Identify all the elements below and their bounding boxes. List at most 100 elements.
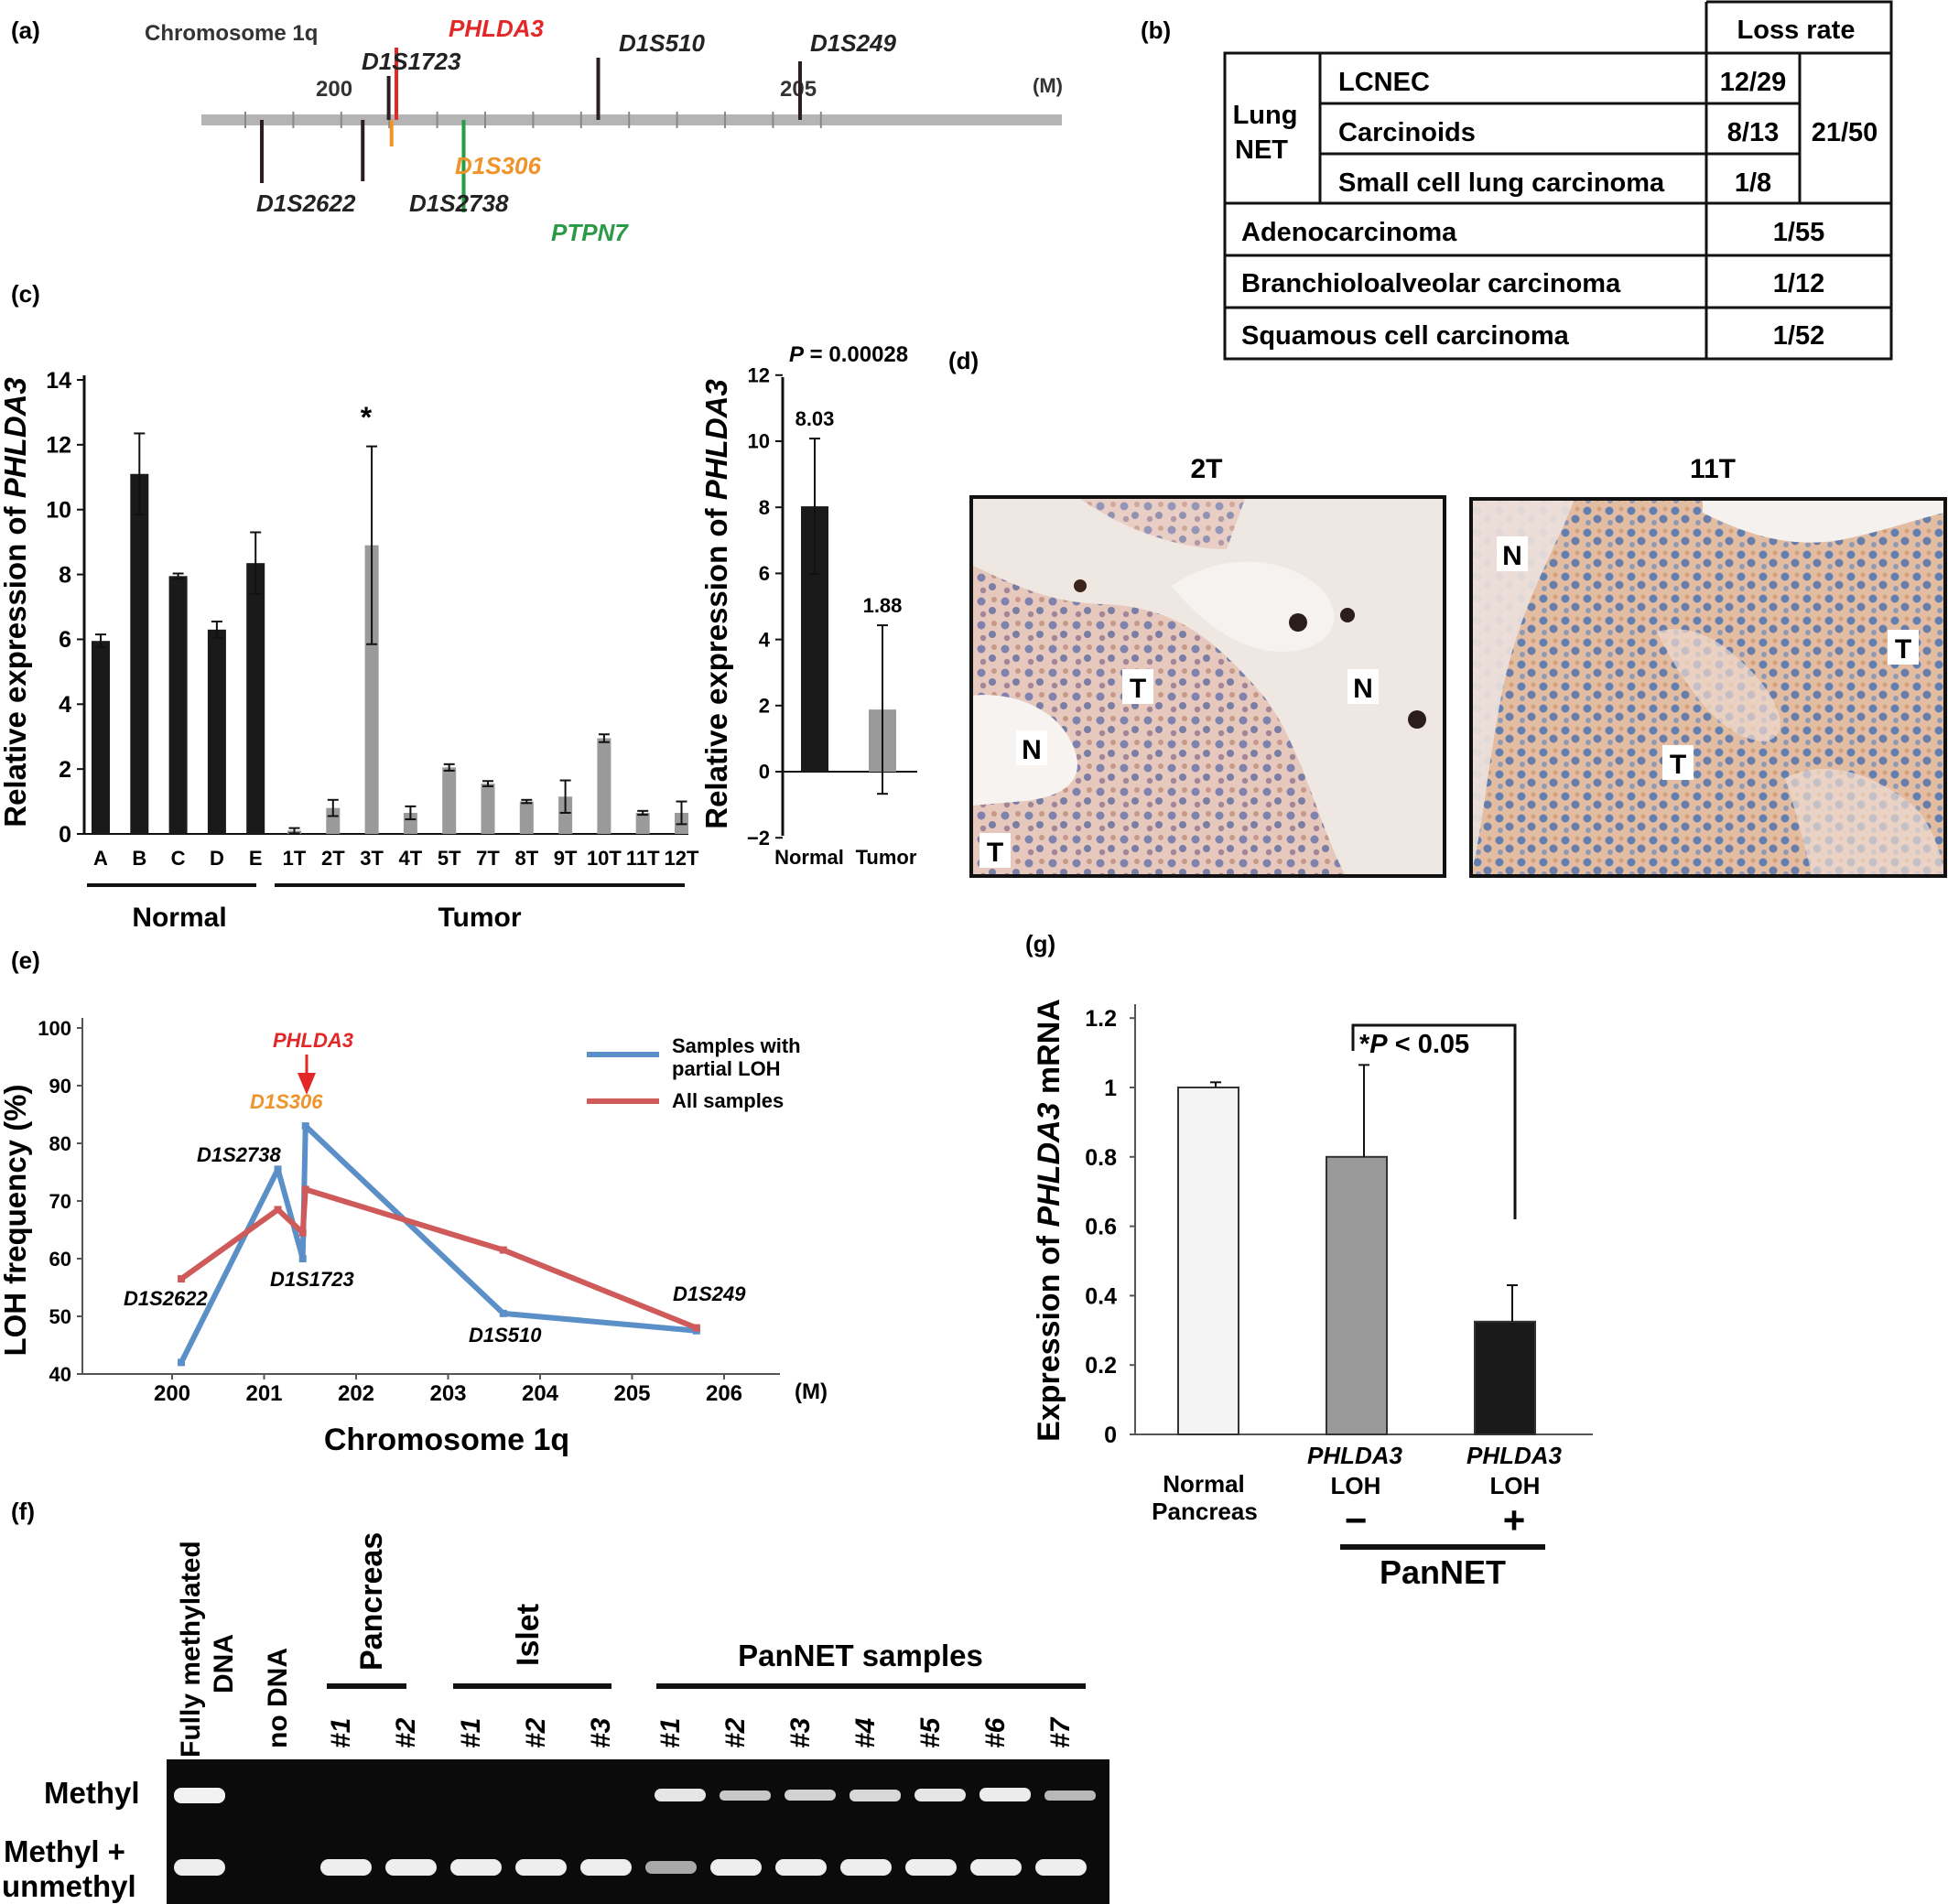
e-series-all-samples (179, 1186, 698, 1331)
e-point-label-d1s2622: D1S2622 (124, 1287, 209, 1310)
c-right-value-label: 1.88 (863, 594, 903, 617)
c-left-xlabel: 11T (626, 847, 660, 870)
c-right-bar-group: 8.03 1.88 (795, 407, 903, 795)
e-legend-partial-line2: partial LOH (672, 1057, 781, 1080)
panel-c-right-ylabel: Relative expression of PHLDA3 (699, 379, 733, 829)
marker-label-d1s306: D1S306 (455, 152, 541, 179)
e-xtick-label: 204 (522, 1381, 559, 1406)
c-left-xlabel: D (210, 847, 224, 870)
g-xlabel-loh-pos-loh: LOH (1490, 1472, 1541, 1499)
c-left-tick-label: 8 (59, 562, 71, 588)
marker-label-d1s510: D1S510 (619, 29, 705, 57)
g-xlabel-loh-neg-gene: PHLDA3 (1307, 1442, 1403, 1469)
e-series-group (178, 1122, 700, 1367)
c-right-tick-label: 6 (759, 562, 770, 585)
f-row-label-mu-line1: Methyl + (4, 1834, 125, 1868)
c-left-bar-d (207, 629, 226, 834)
rate-lcnec: 12/29 (1720, 68, 1787, 97)
f-lane-pannet-1: #1 (655, 1718, 686, 1748)
panel-d-label: (d) (948, 347, 979, 374)
f-lane-islet-1: #1 (456, 1718, 486, 1748)
significance-star-3t: * (361, 401, 373, 434)
panel-b-label: (b) (1141, 16, 1171, 44)
f-group-pancreas: Pancreas (354, 1532, 389, 1671)
panel-g-label: (g) (1025, 930, 1055, 957)
e-xtick-label: 200 (154, 1381, 190, 1406)
g-ytick-group: 0 0.2 0.4 0.6 0.8 1 1.2 (1085, 1006, 1135, 1448)
tumor-group-label: Tumor (438, 903, 521, 933)
panel-d: (d) 2T 11T T N N T (948, 347, 1947, 878)
e-point-label-d1s306: D1S306 (250, 1090, 323, 1113)
e-unit: (M) (795, 1379, 828, 1404)
g-bar-group (1177, 1064, 1536, 1436)
c-left-bar-5t (442, 767, 457, 834)
f-lane-label-dna: DNA (209, 1634, 239, 1693)
e-point-label-d1s1723: D1S1723 (270, 1268, 354, 1291)
c-left-bar-4t (403, 812, 417, 834)
e-xtick-label: 201 (245, 1381, 282, 1406)
rate-sclc: 1/8 (1735, 168, 1771, 198)
e-series-partial-loh-point (298, 1255, 307, 1262)
e-ytick-label: 50 (49, 1305, 71, 1328)
g-bar-normal-pancreas (1177, 1087, 1239, 1435)
panel-e: (e) LOH frequency (%) 40 50 60 70 80 90 100 200… (0, 947, 828, 1457)
c-left-bar-11t (635, 812, 650, 834)
g-significance-bracket (1351, 1023, 1517, 1219)
c-right-xlabel-tumor: Tumor (856, 846, 917, 869)
c-left-bar-8t (519, 801, 534, 834)
panel-g: (g) Expression of PHLDA3 mRNA 0 0.2 0.4 0.6… (1025, 930, 1593, 1591)
g-xlabel-loh-pos-gene: PHLDA3 (1466, 1442, 1563, 1469)
e-arrow-label: PHLDA3 (273, 1029, 353, 1052)
g-ytick-label: 0.8 (1085, 1145, 1117, 1171)
f-lane-pannet-5: #5 (915, 1716, 946, 1748)
ihc-image-2t: T N N T (969, 495, 1446, 878)
c-left-bar-e (246, 563, 265, 834)
c-left-ytick-group: 0 2 4 6 8 10 12 14 (46, 368, 84, 848)
g-ytick-label: 0.4 (1085, 1283, 1117, 1309)
gel-methyl-unmethyl (167, 1832, 1109, 1904)
normal-group-label: Normal (132, 903, 226, 933)
c-left-xlabel: 4T (399, 847, 423, 870)
rate-carcinoids: 8/13 (1727, 118, 1779, 147)
c-right-tick-label: 10 (748, 430, 770, 453)
f-lane-islet-3: #3 (586, 1717, 616, 1748)
c-left-tick-label: 12 (46, 433, 71, 459)
c-right-tick-label: 0 (759, 761, 770, 784)
e-series-all-samples-point (178, 1275, 186, 1283)
c-left-tick-label: 10 (46, 497, 71, 523)
e-series-all-samples-point (499, 1246, 507, 1254)
f-row-label-mu-line2: unmethyl (2, 1869, 136, 1903)
e-point-label-d1s249: D1S249 (673, 1282, 746, 1305)
panel-a-label: (a) (11, 16, 40, 44)
f-lane-pancreas-2: #2 (391, 1717, 421, 1748)
g-ytick-label: 1.2 (1085, 1006, 1117, 1032)
c-left-bar-2t (326, 807, 341, 834)
gel-bands-methyl (174, 1788, 1096, 1803)
row-name-lcnec: LCNEC (1338, 68, 1430, 97)
panel-c-label: (c) (11, 280, 40, 308)
g-significance-label: *P < 0.05 (1359, 1030, 1469, 1059)
c-left-bar-a (92, 641, 110, 834)
row-name-sclc: Small cell lung carcinoma (1338, 168, 1665, 198)
rate-branchioloalveolar: 1/12 (1773, 269, 1824, 298)
marker-label-d1s2622: D1S2622 (256, 189, 356, 217)
c-left-bar-c (168, 576, 188, 834)
g-ylabel: Expression of PHLDA3 mRNA (1032, 999, 1066, 1442)
g-xlabel-loh-pos-sign: + (1503, 1498, 1526, 1542)
e-point-label-d1s510: D1S510 (469, 1324, 542, 1347)
row-name-squamous: Squamous cell carcinoma (1241, 321, 1570, 351)
f-lane-label-group: #1 #2 #1 #2 #3 #1 #2 #3 #4 #5 #6 #7 (326, 1716, 1076, 1748)
c-left-xlabel: A (93, 847, 108, 870)
e-series-all-samples-point (692, 1324, 700, 1332)
e-xtick-label: 202 (338, 1381, 374, 1406)
f-lane-pannet-7: #7 (1045, 1716, 1076, 1748)
lung-net-label-line2: NET (1235, 135, 1288, 165)
g-xlabel-normal-1: Normal (1163, 1470, 1245, 1498)
e-ytick-label: 100 (38, 1017, 71, 1040)
c-left-tick-label: 14 (46, 368, 71, 394)
e-series-all-samples-point (301, 1185, 309, 1194)
g-ytick-label: 0.2 (1085, 1353, 1117, 1379)
e-legend-all: All samples (672, 1089, 784, 1112)
panel-b: (b) Loss rate Lung NET LCNEC Carcinoids … (1141, 0, 1893, 361)
